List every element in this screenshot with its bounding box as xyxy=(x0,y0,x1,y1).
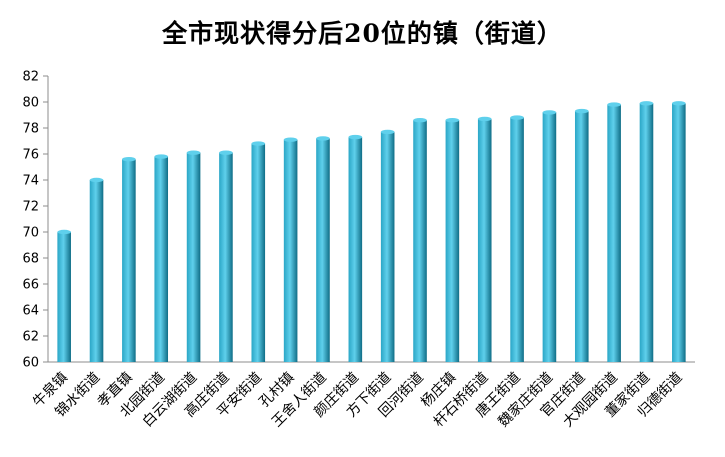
bar-cap xyxy=(413,118,427,123)
bar-cap xyxy=(186,150,201,155)
y-tick-label: 82 xyxy=(22,70,39,85)
bar-cap xyxy=(510,115,524,120)
bar-cap xyxy=(672,101,686,106)
bar xyxy=(89,177,104,362)
bar-body xyxy=(542,112,557,363)
chart-title: 全市现状得分后20位的镇（街道） xyxy=(162,19,563,48)
bar-cap xyxy=(154,154,169,159)
bar-body xyxy=(186,152,201,362)
bar-body xyxy=(607,104,621,362)
bar-body xyxy=(89,180,104,362)
bar-body xyxy=(672,103,686,363)
bar-body xyxy=(251,143,266,362)
bar xyxy=(510,115,524,362)
bar-cap xyxy=(574,108,589,114)
y-tick-label: 62 xyxy=(22,330,39,345)
bar xyxy=(186,150,201,362)
y-tick-label: 74 xyxy=(22,174,39,189)
bar-body xyxy=(477,118,492,363)
y-tick-label: 76 xyxy=(22,148,39,163)
bar-cap xyxy=(542,110,557,115)
bar-cap xyxy=(89,177,104,183)
bar-body xyxy=(574,111,589,362)
bar xyxy=(672,101,686,363)
bar-cap xyxy=(477,116,492,122)
y-tick-label: 64 xyxy=(22,304,39,319)
bar xyxy=(380,129,395,362)
bar xyxy=(574,108,589,362)
bar-cap xyxy=(283,137,298,142)
axes xyxy=(43,75,695,363)
bar xyxy=(413,118,427,362)
bar-body xyxy=(380,131,395,362)
bar-body xyxy=(219,152,233,362)
bar-body xyxy=(283,139,298,362)
bar-body xyxy=(316,138,330,362)
bar xyxy=(122,157,136,362)
bar-cap xyxy=(445,118,460,123)
y-tick-label: 72 xyxy=(22,200,39,215)
bar xyxy=(283,137,298,362)
bar xyxy=(316,136,330,362)
bar-body xyxy=(57,232,71,362)
bar-cap xyxy=(607,102,621,107)
x-tick-labels: 牛泉镇锦水街道孝直镇北园街道白云湖街道高庄街道平安街道孔村镇王舍人街道颜庄街道方… xyxy=(29,369,685,431)
bar xyxy=(542,110,557,363)
bar-cap xyxy=(348,134,363,140)
bar-body xyxy=(639,103,654,363)
y-tick-label: 70 xyxy=(22,226,39,241)
bar xyxy=(219,150,233,362)
y-tick-label: 66 xyxy=(22,278,39,293)
bars xyxy=(57,101,686,363)
bar-cap xyxy=(251,141,266,146)
bar-body xyxy=(154,156,169,362)
bar xyxy=(348,134,363,362)
bar xyxy=(154,154,169,362)
bar-body xyxy=(445,120,460,362)
bar-cap xyxy=(122,157,136,162)
bar xyxy=(607,102,621,362)
y-tick-label: 68 xyxy=(22,252,39,267)
bar xyxy=(251,141,266,362)
bar-body xyxy=(348,137,363,362)
bar-cap xyxy=(316,136,330,141)
bar-body xyxy=(510,117,524,362)
y-tick-labels: 60 62 64 66 68 70 72 74 76 78 80 82 xyxy=(22,70,39,371)
bar-cap xyxy=(380,129,395,135)
bar-cap xyxy=(639,101,654,106)
y-tick-label: 80 xyxy=(22,96,39,111)
bar-cap xyxy=(219,150,233,155)
bar-body xyxy=(122,159,136,362)
bar xyxy=(445,118,460,362)
y-tick-label: 60 xyxy=(22,356,39,371)
bar-cap xyxy=(57,229,71,235)
bar xyxy=(57,229,71,362)
bar xyxy=(477,116,492,363)
bar-body xyxy=(413,120,427,362)
bar xyxy=(639,101,654,363)
y-tick-label: 78 xyxy=(22,122,39,137)
